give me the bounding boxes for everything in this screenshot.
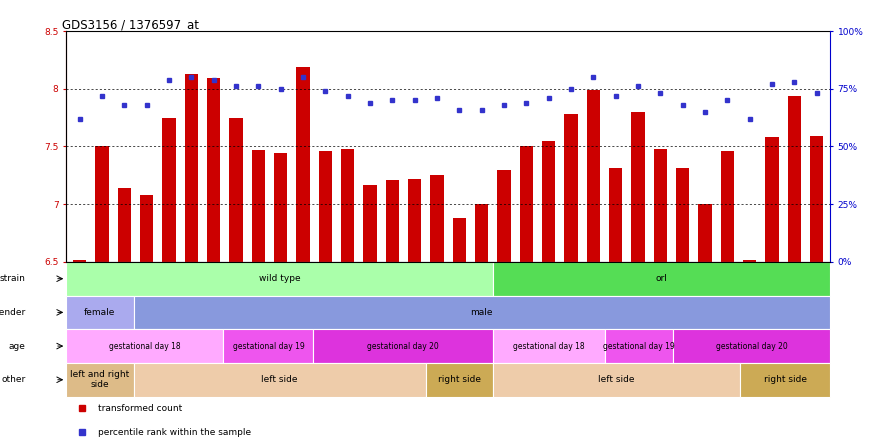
Bar <box>363 185 377 262</box>
Text: age: age <box>9 341 26 351</box>
Bar <box>519 147 533 262</box>
Bar <box>66 262 493 296</box>
Bar <box>223 329 313 363</box>
Text: GDS3156 / 1376597_at: GDS3156 / 1376597_at <box>63 18 200 31</box>
Bar <box>698 204 712 262</box>
Bar <box>788 96 801 262</box>
Bar <box>606 329 673 363</box>
Text: wild type: wild type <box>259 274 300 283</box>
Text: female: female <box>84 308 116 317</box>
Text: orl: orl <box>655 274 668 283</box>
Bar <box>653 149 667 262</box>
Bar <box>386 180 399 262</box>
Bar <box>493 262 830 296</box>
Bar <box>66 363 133 396</box>
Bar <box>319 151 332 262</box>
Bar <box>185 74 198 262</box>
Bar <box>497 170 510 262</box>
Bar <box>95 147 109 262</box>
Text: transformed count: transformed count <box>98 404 183 413</box>
Text: right side: right side <box>764 375 806 384</box>
Bar <box>274 153 287 262</box>
Bar <box>66 296 133 329</box>
Bar <box>140 195 154 262</box>
Bar <box>721 151 734 262</box>
Text: percentile rank within the sample: percentile rank within the sample <box>98 428 252 436</box>
Bar <box>207 79 221 262</box>
Text: gestational day 18: gestational day 18 <box>109 341 181 351</box>
Text: gender: gender <box>0 308 26 317</box>
Bar <box>631 112 645 262</box>
Text: left and right
side: left and right side <box>71 370 130 389</box>
Bar <box>475 204 488 262</box>
Text: gestational day 19: gestational day 19 <box>232 341 305 351</box>
Bar <box>313 329 493 363</box>
Bar <box>740 363 830 396</box>
Bar <box>766 137 779 262</box>
Bar <box>453 218 466 262</box>
Bar <box>66 329 223 363</box>
Text: right side: right side <box>438 375 481 384</box>
Text: strain: strain <box>0 274 26 283</box>
Bar <box>230 118 243 262</box>
Bar <box>73 260 87 262</box>
Text: left side: left side <box>599 375 635 384</box>
Bar <box>743 260 757 262</box>
Text: gestational day 18: gestational day 18 <box>513 341 585 351</box>
Text: male: male <box>471 308 493 317</box>
Bar <box>297 67 310 262</box>
Bar <box>675 168 690 262</box>
Bar <box>609 168 623 262</box>
Text: left side: left side <box>261 375 298 384</box>
Text: gestational day 20: gestational day 20 <box>367 341 439 351</box>
Bar <box>493 329 606 363</box>
Bar <box>252 150 265 262</box>
Bar <box>133 363 426 396</box>
Bar <box>586 90 600 262</box>
Bar <box>408 179 421 262</box>
Bar <box>673 329 830 363</box>
Bar <box>564 114 577 262</box>
Text: gestational day 19: gestational day 19 <box>603 341 675 351</box>
Bar <box>493 363 740 396</box>
Bar <box>542 141 555 262</box>
Bar <box>341 149 354 262</box>
Bar <box>117 188 131 262</box>
Bar <box>810 136 823 262</box>
Bar <box>162 118 176 262</box>
Text: gestational day 20: gestational day 20 <box>715 341 788 351</box>
Bar <box>430 175 443 262</box>
Bar <box>426 363 493 396</box>
Text: other: other <box>2 375 26 384</box>
